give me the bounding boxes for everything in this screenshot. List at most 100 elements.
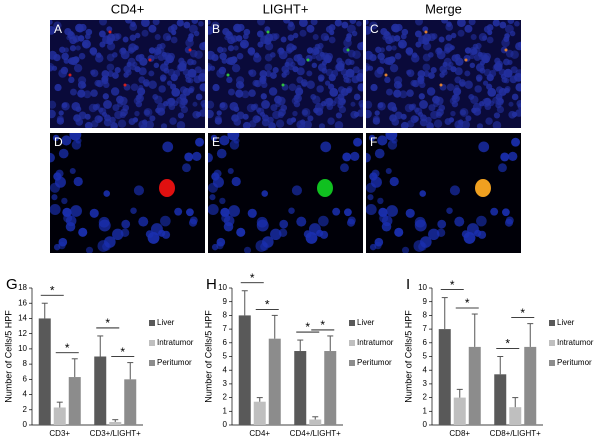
nucleus — [75, 106, 82, 112]
nucleus — [374, 148, 385, 159]
nucleus — [388, 35, 397, 43]
significance-star: * — [520, 306, 525, 320]
nucleus — [211, 53, 219, 62]
nucleus — [368, 134, 376, 142]
nucleus — [490, 207, 499, 216]
error-bar — [241, 290, 248, 316]
nucleus — [345, 68, 355, 78]
legend-swatch — [149, 320, 155, 326]
nucleus — [117, 119, 127, 128]
nucleus — [507, 20, 515, 24]
positive-dot — [226, 73, 230, 77]
nucleus — [508, 101, 514, 107]
nucleus — [71, 140, 82, 150]
nucleus — [359, 41, 363, 48]
error-bar — [527, 323, 534, 347]
legend-label: Peritumor — [357, 358, 392, 367]
nucleus — [212, 176, 224, 188]
nucleus — [50, 62, 55, 72]
nucleus — [72, 35, 81, 43]
nucleus — [112, 228, 124, 240]
nucleus — [478, 141, 490, 153]
nucleus — [474, 85, 482, 93]
nucleus — [97, 240, 110, 252]
nucleus — [143, 81, 150, 88]
nucleus — [257, 20, 265, 26]
positive-dot — [68, 73, 72, 77]
nucleus — [404, 103, 414, 113]
nucleus — [439, 65, 448, 74]
y-tick-label: 2 — [423, 393, 428, 402]
error-bar — [497, 356, 504, 375]
error-bar — [271, 314, 278, 339]
nucleus — [385, 133, 398, 141]
nucleus — [464, 24, 473, 33]
nucleus — [261, 100, 270, 109]
nucleus — [182, 98, 188, 104]
nucleus — [413, 115, 420, 122]
positive-dot — [281, 83, 285, 87]
nucleus — [352, 66, 360, 74]
error-bar — [327, 335, 334, 352]
nucleus — [78, 227, 88, 237]
nucleus — [454, 67, 463, 76]
y-tick-label: 0 — [23, 420, 28, 429]
nucleus — [145, 230, 154, 238]
error-bar — [97, 335, 104, 357]
nucleus — [270, 228, 282, 240]
positive-cell — [317, 179, 333, 197]
nucleus — [401, 246, 410, 253]
nucleus — [460, 109, 467, 116]
nucleus — [332, 207, 341, 216]
nucleus — [517, 41, 521, 48]
nucleus — [374, 241, 382, 250]
nucleus — [144, 109, 151, 116]
nucleus — [242, 121, 251, 128]
nucleus — [423, 70, 430, 77]
nucleus — [176, 96, 184, 104]
y-tick-label: 1 — [223, 406, 228, 415]
nucleus — [160, 76, 166, 82]
nucleus — [473, 54, 481, 61]
nucleus — [291, 97, 299, 105]
nucleus — [510, 66, 518, 74]
nucleus — [511, 93, 519, 101]
nucleus — [400, 33, 407, 40]
nucleus — [135, 54, 143, 62]
nucleus — [134, 66, 141, 73]
nucleus — [216, 241, 224, 250]
legend-label: Peritumor — [557, 358, 592, 367]
nucleus — [391, 23, 400, 33]
nucleus — [186, 208, 194, 217]
nucleus — [133, 45, 139, 51]
nucleus — [492, 20, 500, 27]
nucleus — [288, 207, 295, 214]
nucleus — [274, 95, 282, 104]
nucleus — [217, 46, 224, 53]
nucleus — [366, 100, 373, 109]
nucleus — [284, 61, 290, 67]
panel-label: A — [54, 22, 62, 36]
nucleus — [255, 240, 268, 252]
nucleus — [358, 99, 363, 108]
nucleus — [213, 169, 222, 178]
nucleus — [214, 115, 222, 123]
bar — [109, 421, 122, 425]
nucleus — [316, 85, 324, 93]
nucleus — [167, 97, 176, 106]
nucleus — [492, 121, 502, 128]
y-tick-label: 4 — [23, 390, 28, 399]
nucleus — [184, 46, 192, 54]
nucleus — [78, 52, 86, 60]
nucleus — [55, 169, 64, 178]
micrograph — [50, 133, 205, 253]
nucleus — [212, 83, 220, 92]
nucleus — [500, 152, 510, 162]
nucleus — [98, 219, 111, 232]
nucleus — [288, 83, 297, 92]
nucleus — [353, 93, 361, 101]
nucleus — [158, 85, 166, 93]
nucleus — [178, 57, 185, 65]
x-tick-label: CD3+ — [49, 429, 70, 438]
y-tick-label: 1 — [423, 406, 428, 415]
